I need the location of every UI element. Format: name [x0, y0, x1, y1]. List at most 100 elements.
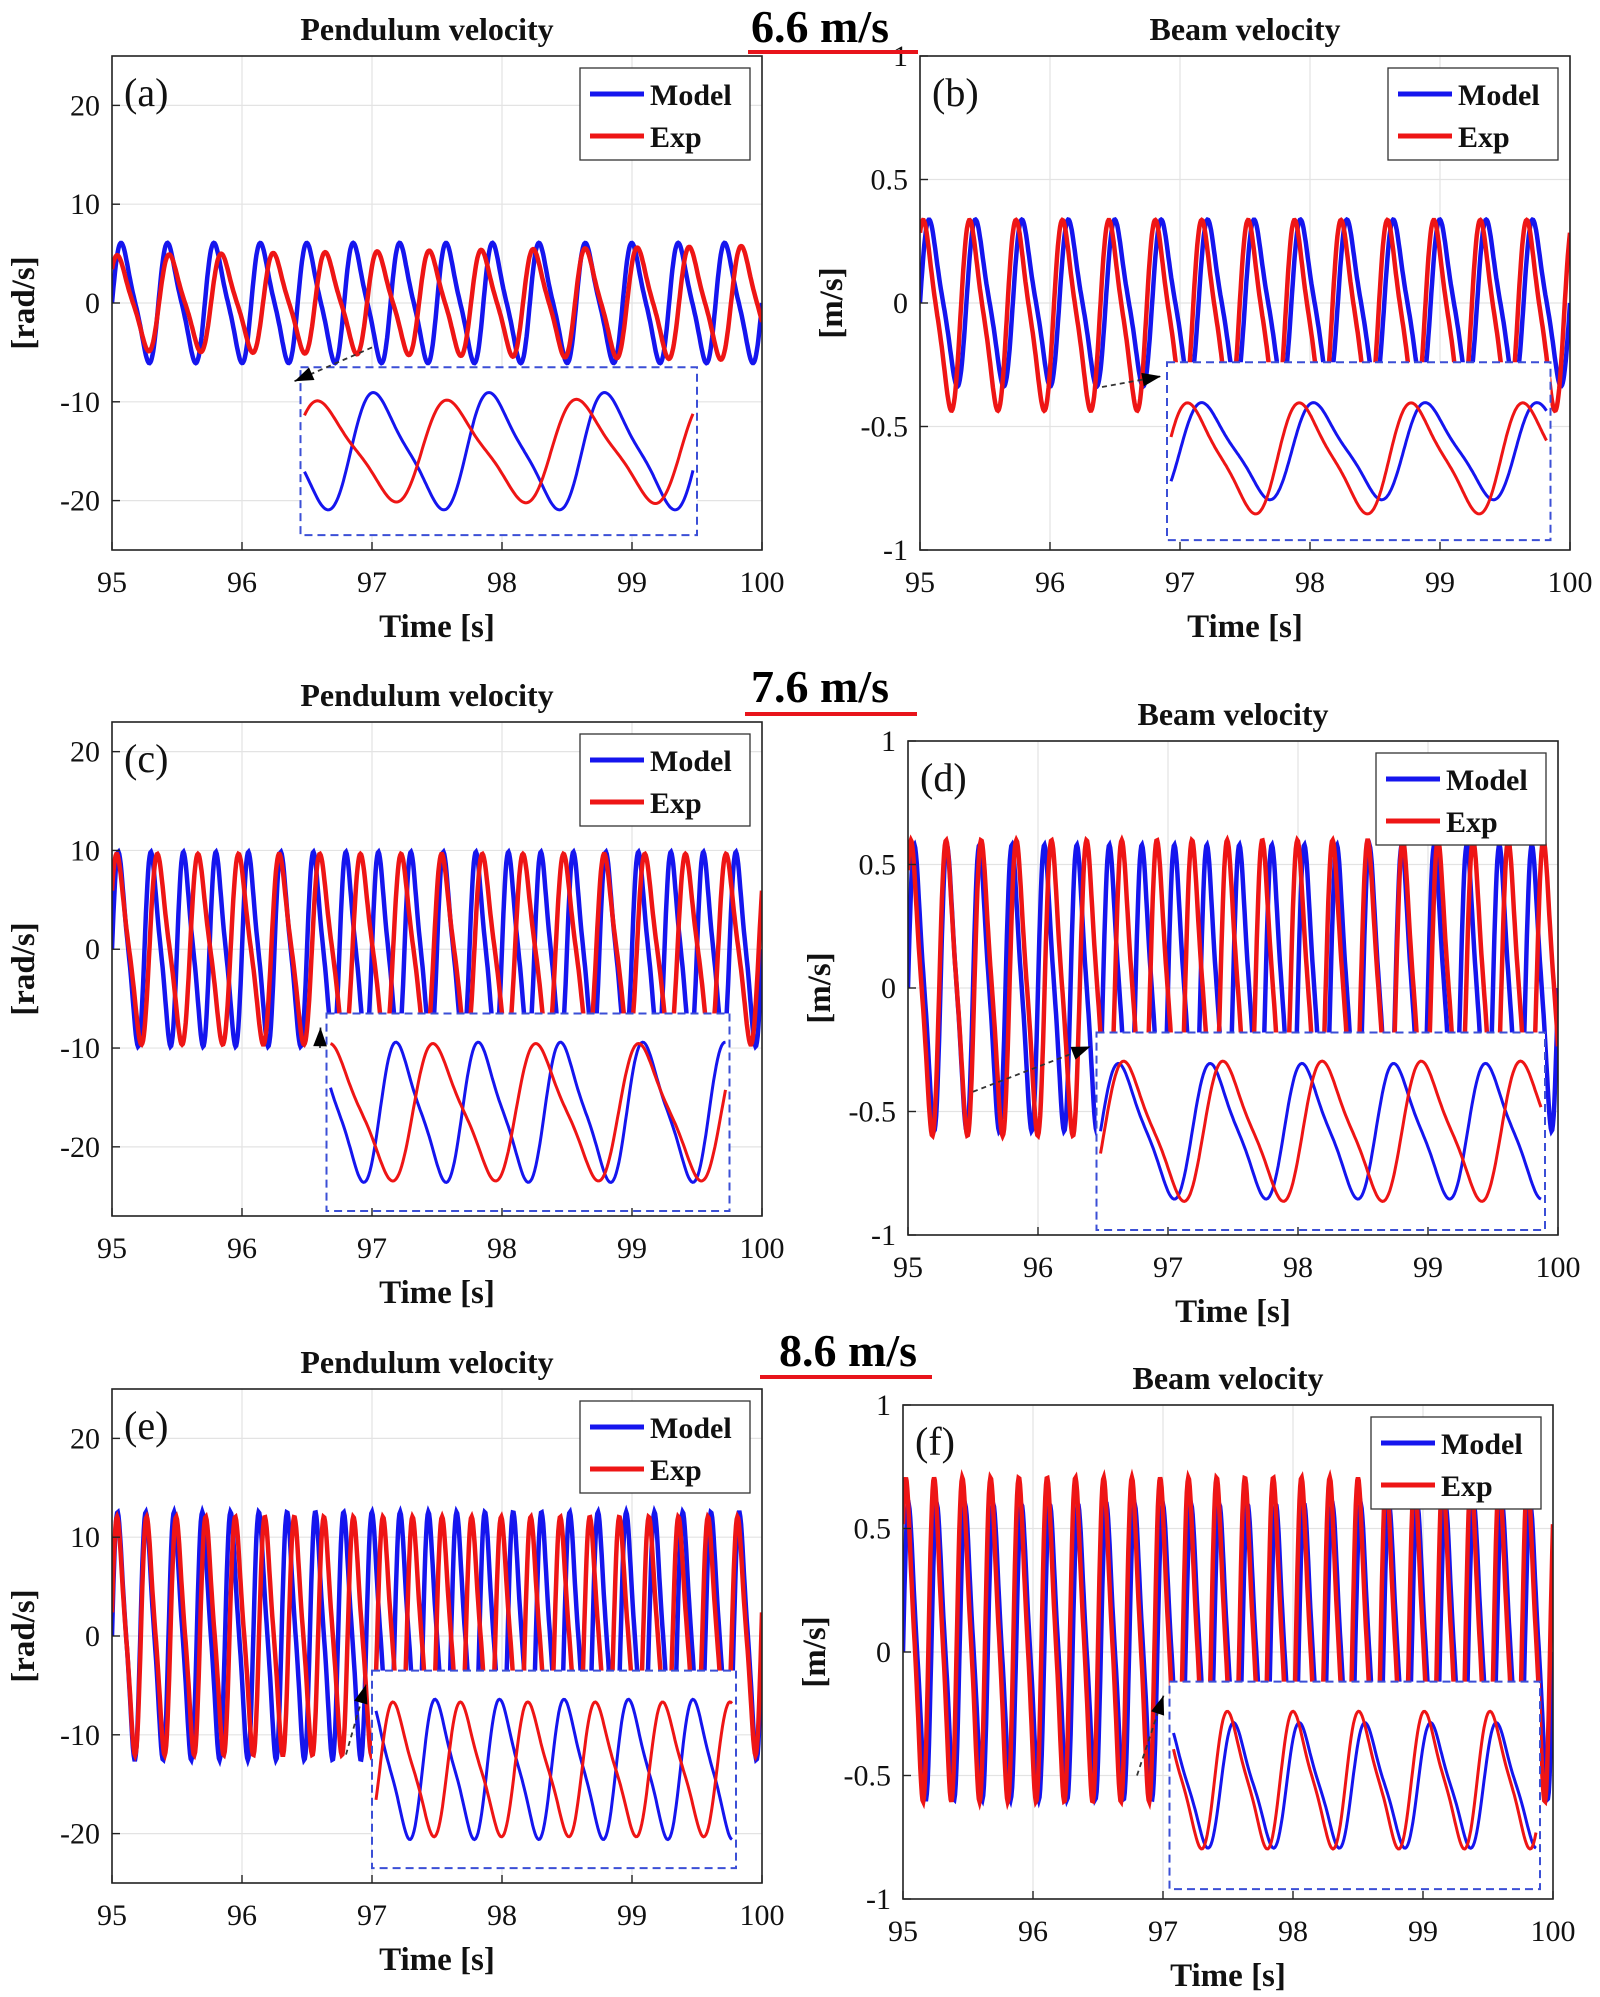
series-line-exp	[112, 850, 762, 1048]
inset-series-model	[1099, 1061, 1542, 1201]
x-axis-label: Time [s]	[1170, 1958, 1286, 1994]
x-tick-label: 99	[1413, 1251, 1443, 1284]
speed-underline-2	[745, 712, 917, 716]
inset-arrow-head	[1070, 1046, 1091, 1060]
y-tick-label: 1	[876, 1389, 891, 1422]
x-tick-label: 96	[1023, 1251, 1053, 1284]
y-tick-label: 0	[85, 287, 100, 320]
y-tick-label: 20	[70, 89, 100, 122]
x-tick-label: 97	[1165, 566, 1195, 599]
y-axis-label: [m/s]	[814, 267, 850, 338]
x-tick-label: 100	[740, 1232, 785, 1265]
y-tick-label: -0.5	[844, 1760, 892, 1793]
y-tick-label: -0.5	[849, 1096, 897, 1129]
x-tick-label: 96	[227, 566, 257, 599]
y-tick-label: 10	[70, 834, 100, 867]
legend-box	[1387, 67, 1559, 161]
x-tick-label: 97	[1148, 1915, 1178, 1948]
x-tick-label: 97	[357, 1232, 387, 1265]
y-tick-label: -20	[60, 485, 100, 518]
speed-label-2: 7.6 m/s	[751, 661, 889, 712]
legend-label-exp: Exp	[1458, 121, 1510, 154]
inset-series-model	[1169, 401, 1548, 502]
panel-b: 95 96 97 98 99 100 1 0.5 0 -0.5 -1 Time [s] [m/s] Bea…	[814, 11, 1593, 645]
chart-title: Beam velocity	[1149, 11, 1340, 47]
y-tick-label: -1	[866, 1883, 891, 1916]
y-tick-label: 20	[70, 736, 100, 769]
x-tick-label: 99	[617, 1232, 647, 1265]
legend-box	[579, 67, 751, 161]
x-tick-label: 99	[1408, 1915, 1438, 1948]
speed-underline-3	[760, 1375, 932, 1379]
inset-arrow-head	[294, 367, 315, 382]
y-axis-label: [m/s]	[797, 1616, 833, 1687]
x-tick-label: 95	[893, 1251, 923, 1284]
legend-label-model: Model	[1446, 764, 1528, 797]
legend-box	[1375, 752, 1547, 846]
inset-arrow-line	[972, 1045, 1091, 1093]
speed-label-1: 6.6 m/s	[751, 1, 889, 52]
legend-label-exp: Exp	[1441, 1470, 1493, 1503]
legend-label-exp: Exp	[650, 787, 702, 820]
y-tick-label: -0.5	[861, 411, 909, 444]
x-tick-label: 95	[97, 566, 127, 599]
y-tick-label: -20	[60, 1131, 100, 1164]
x-tick-label: 100	[740, 566, 785, 599]
plot-data	[112, 1504, 762, 1768]
inset-series-exp	[303, 397, 695, 506]
y-tick-label: 0.5	[854, 1513, 892, 1546]
panel-label: (d)	[920, 755, 967, 800]
y-tick-label: 20	[70, 1422, 100, 1455]
x-tick-label: 95	[905, 566, 935, 599]
x-tick-label: 99	[617, 1899, 647, 1932]
series-line-exp	[112, 1510, 762, 1762]
y-tick-label: 0.5	[871, 164, 909, 197]
inset-box	[299, 366, 698, 537]
series-line-model	[112, 240, 762, 366]
panel-label: (e)	[124, 1403, 168, 1448]
x-tick-label: 98	[487, 1899, 517, 1932]
y-tick-label: 0	[881, 972, 896, 1005]
legend-label-model: Model	[650, 745, 732, 778]
panel-d: 95 96 97 98 99 100 1 0.5 0 -0.5 -1 Time [s] [m/s] Bea…	[802, 696, 1581, 1330]
y-tick-label: -20	[60, 1818, 100, 1851]
inset-arrow-head	[1141, 372, 1161, 387]
x-tick-label: 98	[1295, 566, 1325, 599]
inset-arrow-head	[313, 1027, 327, 1047]
inset-arrow-head	[354, 1684, 368, 1705]
x-tick-label: 98	[487, 1232, 517, 1265]
x-tick-label: 99	[1425, 566, 1455, 599]
x-axis-label: Time [s]	[379, 1942, 495, 1978]
chart-title: Pendulum velocity	[300, 11, 553, 47]
x-tick-label: 96	[227, 1899, 257, 1932]
series-line-exp	[112, 243, 762, 362]
y-axis-label: [rad/s]	[6, 256, 42, 350]
inset-series-exp	[1169, 401, 1548, 516]
legend-box	[1370, 1416, 1542, 1510]
y-axis-label: [rad/s]	[6, 1589, 42, 1683]
y-tick-label: 0	[85, 933, 100, 966]
speed-label-3: 8.6 m/s	[779, 1325, 917, 1376]
panel-f: 95 96 97 98 99 100 1 0.5 0 -0.5 -1 Time [s] [m/s] Bea…	[797, 1360, 1576, 1994]
series-line-model	[112, 847, 762, 1051]
x-tick-label: 95	[97, 1232, 127, 1265]
y-tick-label: -10	[60, 1032, 100, 1065]
inset-series-exp	[374, 1700, 734, 1839]
y-tick-label: 10	[70, 188, 100, 221]
y-tick-label: 1	[893, 40, 908, 73]
x-tick-label: 95	[888, 1915, 918, 1948]
x-tick-label: 98	[1278, 1915, 1308, 1948]
legend-label-model: Model	[1458, 79, 1540, 112]
x-axis-label: Time [s]	[379, 609, 495, 645]
legend-label-exp: Exp	[650, 121, 702, 154]
legend-label-model: Model	[650, 79, 732, 112]
inset-series-exp	[1172, 1709, 1538, 1851]
legend-box	[579, 1400, 751, 1494]
x-tick-label: 95	[97, 1899, 127, 1932]
y-tick-label: -1	[871, 1219, 896, 1252]
y-tick-label: -10	[60, 386, 100, 419]
plot-data	[112, 847, 762, 1051]
y-tick-label: -10	[60, 1719, 100, 1752]
